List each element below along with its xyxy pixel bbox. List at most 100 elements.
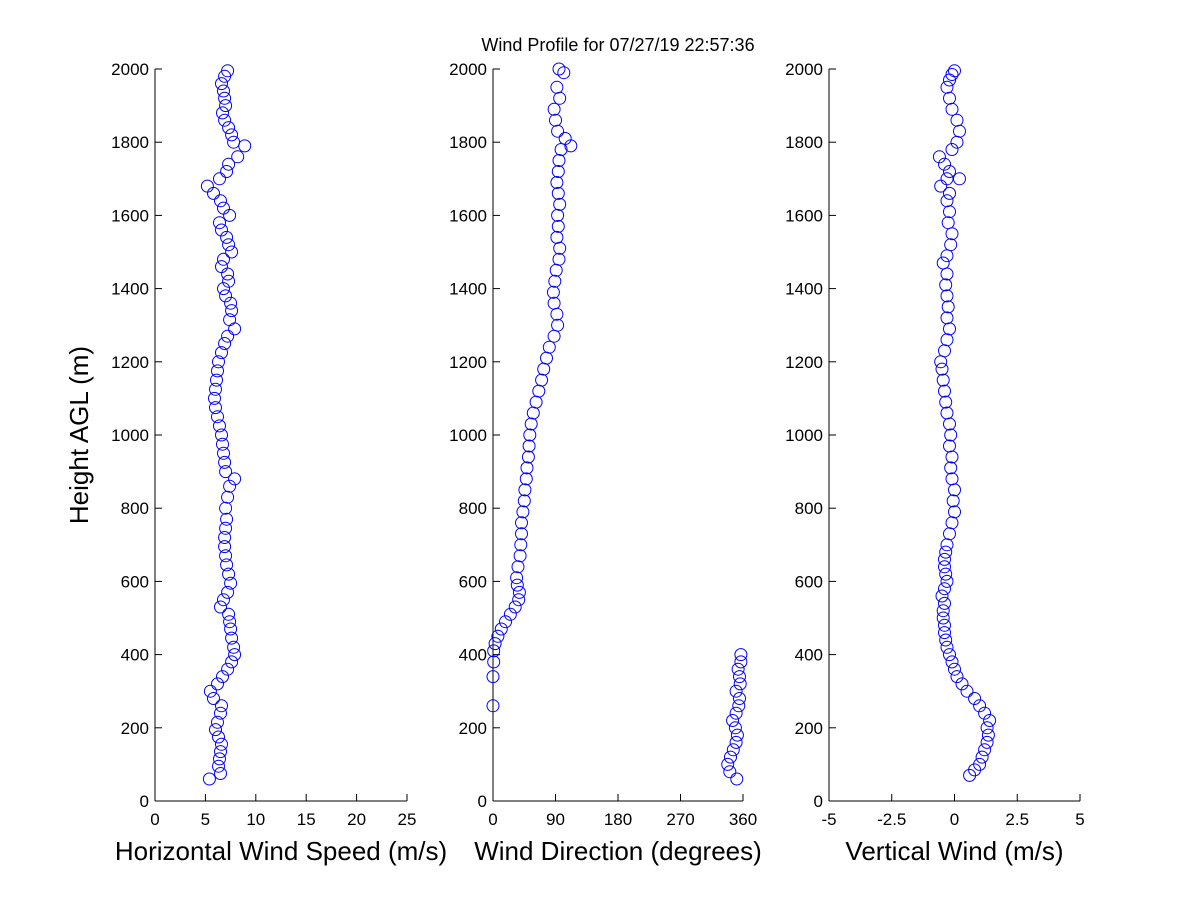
direction-y-tick-label: 1800 (449, 133, 487, 152)
speed-x-tick-label: 15 (297, 810, 316, 829)
vertical-data-point (932, 150, 946, 164)
panel-vertical: 0 200 400 600 800 1000 1200 1400 1600 1800 2000 -5 -… (785, 60, 1085, 866)
speed-data-point (210, 373, 223, 387)
speed-data-point (220, 230, 234, 244)
speed-data-point (209, 382, 222, 396)
direction-data-point (523, 428, 537, 442)
direction-data-point (542, 340, 556, 354)
speed-data-point (217, 446, 230, 460)
vertical-data-point (975, 750, 989, 764)
direction-data-point (548, 274, 562, 288)
direction-data-point (734, 648, 748, 662)
vertical-data-point (945, 472, 959, 486)
direction-data-point (520, 461, 534, 475)
speed-data-point (214, 767, 227, 780)
speed-data-point (216, 106, 229, 120)
direction-data-point (529, 395, 543, 409)
speed-data-point (215, 737, 228, 751)
vertical-data-point (940, 311, 954, 325)
speed-data-point (220, 512, 234, 526)
panel-direction: 0 200 400 600 800 1000 1200 1400 1600 1800 2000 0 90… (449, 60, 762, 866)
speed-data-point (228, 648, 242, 662)
direction-data-point (733, 692, 746, 705)
vertical-data-point (940, 80, 954, 94)
speed-data-point (225, 631, 239, 645)
vertical-data-point (944, 461, 958, 475)
speed-data-point (225, 245, 239, 259)
vertical-data-point (945, 655, 959, 669)
speed-y-tick-label: 1800 (111, 133, 149, 152)
direction-data-point (511, 560, 525, 574)
direction-data-point (724, 750, 737, 764)
direction-data-point (550, 80, 564, 94)
direction-y-tick-label: 0 (478, 792, 487, 811)
vertical-data-point (943, 417, 956, 431)
vertical-data-point (945, 516, 959, 530)
vertical-y-tick-label: 1600 (785, 206, 823, 225)
speed-data-point (216, 437, 229, 451)
speed-data-point (213, 216, 226, 230)
speed-data-point (222, 567, 236, 581)
vertical-data-point (945, 102, 959, 116)
vertical-data-point (948, 662, 961, 676)
direction-data-point (551, 318, 565, 332)
direction-data-point (519, 472, 533, 486)
speed-data-point (225, 304, 239, 318)
direction-data-point (535, 373, 549, 387)
speed-data-point (222, 157, 236, 171)
vertical-data-point (935, 589, 949, 603)
direction-y-tick-label: 600 (459, 572, 487, 591)
direction-data-point (518, 483, 532, 497)
vertical-data-point (946, 494, 960, 508)
vertical-x-tick-label: -5 (821, 810, 836, 829)
speed-data-point (216, 670, 229, 684)
speed-data-point (220, 558, 234, 572)
direction-data-point (558, 132, 572, 145)
direction-data-point (550, 230, 564, 244)
vertical-data-point (940, 249, 954, 263)
vertical-x-tick-label: 2.5 (1005, 810, 1029, 829)
speed-data-point (219, 501, 233, 515)
vertical-data-point (980, 721, 994, 735)
direction-data-point (486, 670, 500, 684)
speed-data-point (209, 401, 222, 415)
direction-data-point (549, 263, 563, 277)
speed-data-point (223, 313, 237, 327)
vertical-data-point (948, 505, 961, 519)
direction-data-point (488, 637, 502, 651)
speed-data-point (211, 364, 224, 378)
vertical-data-point (934, 355, 948, 369)
direction-data-point (515, 527, 528, 541)
direction-x-tick-label: 0 (488, 810, 497, 829)
vertical-data-point (940, 289, 954, 303)
speed-data-point (217, 282, 230, 296)
speed-data-points (200, 64, 252, 786)
direction-x-tick-label: 360 (729, 810, 757, 829)
vertical-data-point (936, 256, 950, 270)
direction-data-point (553, 197, 567, 211)
vertical-data-point (934, 179, 948, 193)
direction-data-point (512, 593, 526, 607)
direction-data-point (550, 307, 564, 321)
speed-data-point (218, 337, 232, 350)
direction-x-tick-label: 270 (666, 810, 694, 829)
speed-data-point (222, 121, 236, 135)
vertical-data-point (939, 567, 953, 581)
speed-data-point (207, 186, 220, 200)
direction-data-point (551, 208, 565, 222)
vertical-x-tick-label: 5 (1075, 810, 1084, 829)
speed-data-point (227, 135, 241, 149)
direction-data-point (550, 176, 564, 189)
direction-data-point (526, 406, 540, 420)
speed-x-tick-label: 10 (246, 810, 265, 829)
direction-data-point (546, 285, 560, 299)
speed-data-point (212, 759, 225, 773)
direction-data-point (547, 102, 561, 116)
direction-data-point (521, 450, 535, 464)
vertical-data-point (940, 406, 954, 420)
speed-data-point (223, 615, 237, 629)
shared-y-axis-label: Height AGL (m) (64, 346, 94, 524)
speed-x-tick-label: 5 (201, 810, 210, 829)
vertical-data-point (955, 677, 969, 691)
vertical-data-point (944, 238, 958, 252)
